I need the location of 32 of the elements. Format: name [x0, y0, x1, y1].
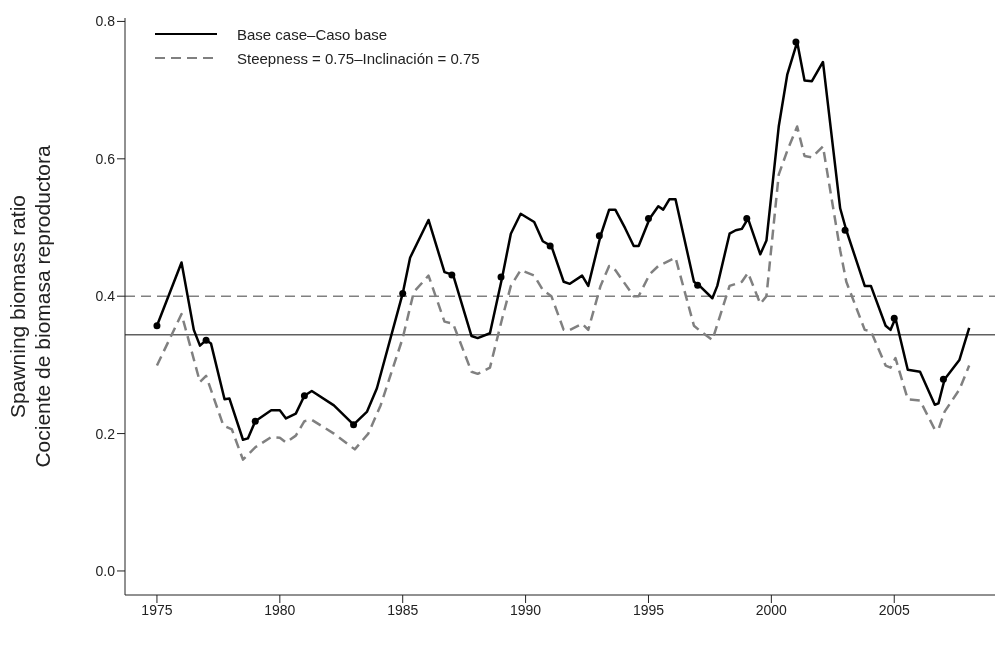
point [202, 336, 210, 344]
point [251, 417, 259, 425]
y-axis-title: Spawning biomass ratio Cociente de biomasa reproductora [6, 145, 54, 468]
y-tick-label: 0.4 [95, 288, 116, 305]
point [595, 232, 603, 240]
point [448, 271, 456, 279]
x-tick-label: 1980 [264, 601, 296, 618]
x-tick-label: 1995 [632, 601, 665, 618]
point [497, 273, 505, 281]
y-tick-label: 0.0 [95, 562, 116, 579]
point [792, 38, 800, 46]
x-tick-label: 1990 [510, 601, 542, 618]
point [694, 281, 702, 289]
y-tick-label: 0.2 [95, 425, 116, 442]
x-tick-label: 1975 [141, 601, 173, 618]
y-tick-label: 0.8 [95, 13, 116, 30]
x-tick-label: 1985 [387, 601, 419, 618]
point [644, 215, 652, 223]
point [153, 322, 161, 330]
point [350, 421, 358, 429]
point [743, 215, 751, 223]
point [399, 289, 407, 297]
y-tick-label: 0.6 [95, 150, 116, 167]
legend-label: Steepness = 0.75–Inclinación = 0.75 [237, 49, 480, 67]
legend-label: Base case–Caso base [237, 25, 388, 43]
x-tick-label: 2000 [755, 601, 788, 618]
point [890, 314, 898, 322]
point [841, 226, 849, 234]
x-tick-label: 2005 [878, 601, 911, 618]
point [546, 242, 554, 250]
point [300, 392, 308, 400]
point [939, 375, 947, 383]
